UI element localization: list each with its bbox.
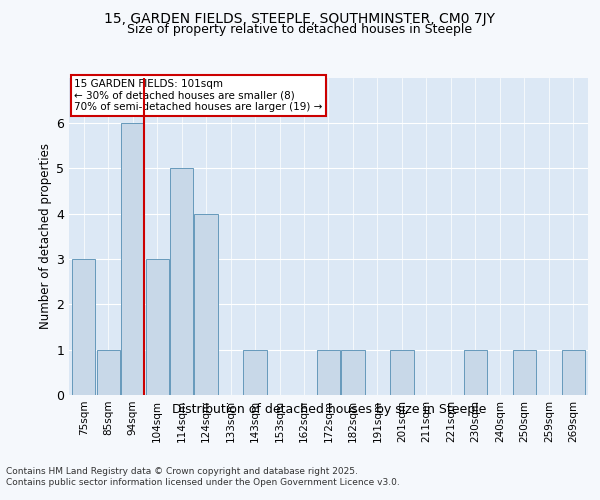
Bar	[244, 350, 266, 395]
Bar	[464, 350, 487, 395]
Bar	[391, 350, 413, 395]
Bar	[562, 350, 585, 395]
Bar	[194, 214, 218, 395]
Bar	[513, 350, 536, 395]
Bar	[170, 168, 193, 395]
Bar	[317, 350, 340, 395]
Bar	[146, 259, 169, 395]
Text: Contains HM Land Registry data © Crown copyright and database right 2025.
Contai: Contains HM Land Registry data © Crown c…	[6, 468, 400, 487]
Bar	[341, 350, 365, 395]
Y-axis label: Number of detached properties: Number of detached properties	[39, 143, 52, 329]
Bar	[72, 259, 95, 395]
Text: Distribution of detached houses by size in Steeple: Distribution of detached houses by size …	[172, 402, 486, 415]
Text: 15 GARDEN FIELDS: 101sqm
← 30% of detached houses are smaller (8)
70% of semi-de: 15 GARDEN FIELDS: 101sqm ← 30% of detach…	[74, 79, 323, 112]
Bar	[121, 123, 144, 395]
Text: 15, GARDEN FIELDS, STEEPLE, SOUTHMINSTER, CM0 7JY: 15, GARDEN FIELDS, STEEPLE, SOUTHMINSTER…	[104, 12, 496, 26]
Bar	[97, 350, 120, 395]
Text: Size of property relative to detached houses in Steeple: Size of property relative to detached ho…	[127, 22, 473, 36]
